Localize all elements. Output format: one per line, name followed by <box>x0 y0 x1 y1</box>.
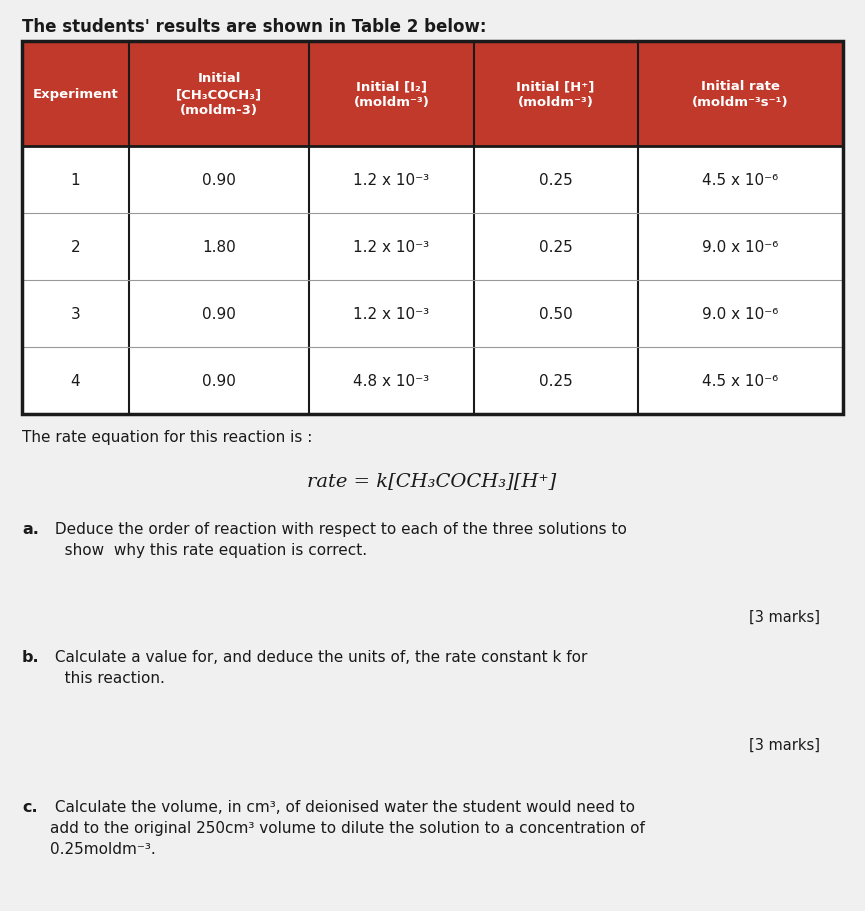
Text: 4.5 x 10⁻⁶: 4.5 x 10⁻⁶ <box>702 374 778 389</box>
Text: 0.90: 0.90 <box>202 173 236 188</box>
Bar <box>22 348 843 415</box>
Text: Calculate the volume, in cm³, of deionised water the student would need to
add t: Calculate the volume, in cm³, of deionis… <box>49 799 644 856</box>
Text: 1.2 x 10⁻³: 1.2 x 10⁻³ <box>354 240 430 255</box>
Bar <box>22 214 843 281</box>
Text: 9.0 x 10⁻⁶: 9.0 x 10⁻⁶ <box>702 240 778 255</box>
Text: rate = k[CH₃COCH₃][H⁺]: rate = k[CH₃COCH₃][H⁺] <box>307 472 556 489</box>
Bar <box>22 42 843 147</box>
Text: Experiment: Experiment <box>33 87 119 101</box>
Text: Initial
[CH₃COCH₃]
(moldm-3): Initial [CH₃COCH₃] (moldm-3) <box>176 72 262 117</box>
Text: Calculate a value for, and deduce the units of, the rate constant k for
   this : Calculate a value for, and deduce the un… <box>49 650 587 685</box>
Text: 0.25: 0.25 <box>539 173 573 188</box>
Bar <box>22 42 843 415</box>
Bar <box>22 147 843 214</box>
Text: [3 marks]: [3 marks] <box>749 609 820 624</box>
Text: 9.0 x 10⁻⁶: 9.0 x 10⁻⁶ <box>702 307 778 322</box>
Text: Initial [H⁺]
(moldm⁻³): Initial [H⁺] (moldm⁻³) <box>516 80 595 109</box>
Text: The rate equation for this reaction is :: The rate equation for this reaction is : <box>22 429 312 445</box>
Text: Initial rate
(moldm⁻³s⁻¹): Initial rate (moldm⁻³s⁻¹) <box>692 80 789 109</box>
Text: 1: 1 <box>71 173 80 188</box>
Text: 0.25: 0.25 <box>539 240 573 255</box>
Text: Initial [I₂]
(moldm⁻³): Initial [I₂] (moldm⁻³) <box>354 80 429 109</box>
Text: The students' results are shown in Table 2 below:: The students' results are shown in Table… <box>22 18 486 36</box>
Text: 1.2 x 10⁻³: 1.2 x 10⁻³ <box>354 173 430 188</box>
Text: 4.8 x 10⁻³: 4.8 x 10⁻³ <box>354 374 430 389</box>
Text: 0.50: 0.50 <box>539 307 573 322</box>
Text: b.: b. <box>22 650 40 664</box>
Text: 0.90: 0.90 <box>202 374 236 389</box>
Text: 1.2 x 10⁻³: 1.2 x 10⁻³ <box>354 307 430 322</box>
Text: 3: 3 <box>70 307 80 322</box>
Text: 0.90: 0.90 <box>202 307 236 322</box>
Text: a.: a. <box>22 521 39 537</box>
Text: 2: 2 <box>71 240 80 255</box>
Text: 4.5 x 10⁻⁶: 4.5 x 10⁻⁶ <box>702 173 778 188</box>
Text: c.: c. <box>22 799 37 814</box>
Text: 0.25: 0.25 <box>539 374 573 389</box>
Text: 4: 4 <box>71 374 80 389</box>
Text: Deduce the order of reaction with respect to each of the three solutions to
   s: Deduce the order of reaction with respec… <box>49 521 626 558</box>
Bar <box>22 281 843 348</box>
Text: 1.80: 1.80 <box>202 240 236 255</box>
Text: [3 marks]: [3 marks] <box>749 737 820 752</box>
